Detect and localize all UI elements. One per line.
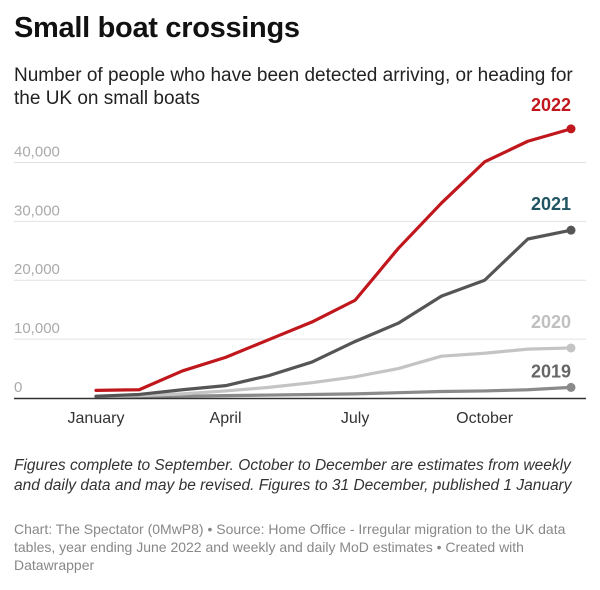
series-line-2022 [94,127,573,392]
y-tick-label: 40,000 [14,143,60,160]
series-label-2021: 2021 [531,194,571,214]
line-chart: 0 10,000 20,000 30,000 40,000 January April Ju… [14,95,586,427]
chart-subtitle: Number of people who have been detected … [14,65,573,109]
x-tick-label: January [68,410,125,427]
x-tick-label: July [341,410,369,427]
chart-credit: Chart: The Spectator (0MwP8) • Source: H… [14,521,566,573]
series-line-2021 [94,228,573,398]
series-label-2022: 2022 [531,95,571,115]
series-label-2020: 2020 [531,312,571,332]
y-tick-label: 0 [14,379,22,396]
series-line-2019 [94,385,573,400]
series-endpoint-2021 [566,225,576,235]
chart-notes: Figures complete to September. October t… [14,457,572,494]
series-line-2020 [94,346,573,399]
series-endpoint-2022 [566,124,576,134]
series-labels: 2019 2020 2021 2022 [531,95,571,382]
series-label-2019: 2019 [531,361,571,381]
series-endpoint-2020 [566,343,576,353]
y-tick-label: 20,000 [14,261,60,278]
series-endpoint-2019 [566,382,576,392]
y-tick-label: 30,000 [14,202,60,219]
y-tick-label: 10,000 [14,320,60,337]
x-tick-label: October [456,410,514,427]
series-lines [94,124,576,400]
grid-lines [14,161,586,340]
y-axis-tick-labels: 0 10,000 20,000 30,000 40,000 [14,143,60,396]
x-tick-label: April [210,410,242,427]
chart-title: Small boat crossings [14,12,300,44]
x-axis-tick-labels: January April July October [68,410,514,427]
